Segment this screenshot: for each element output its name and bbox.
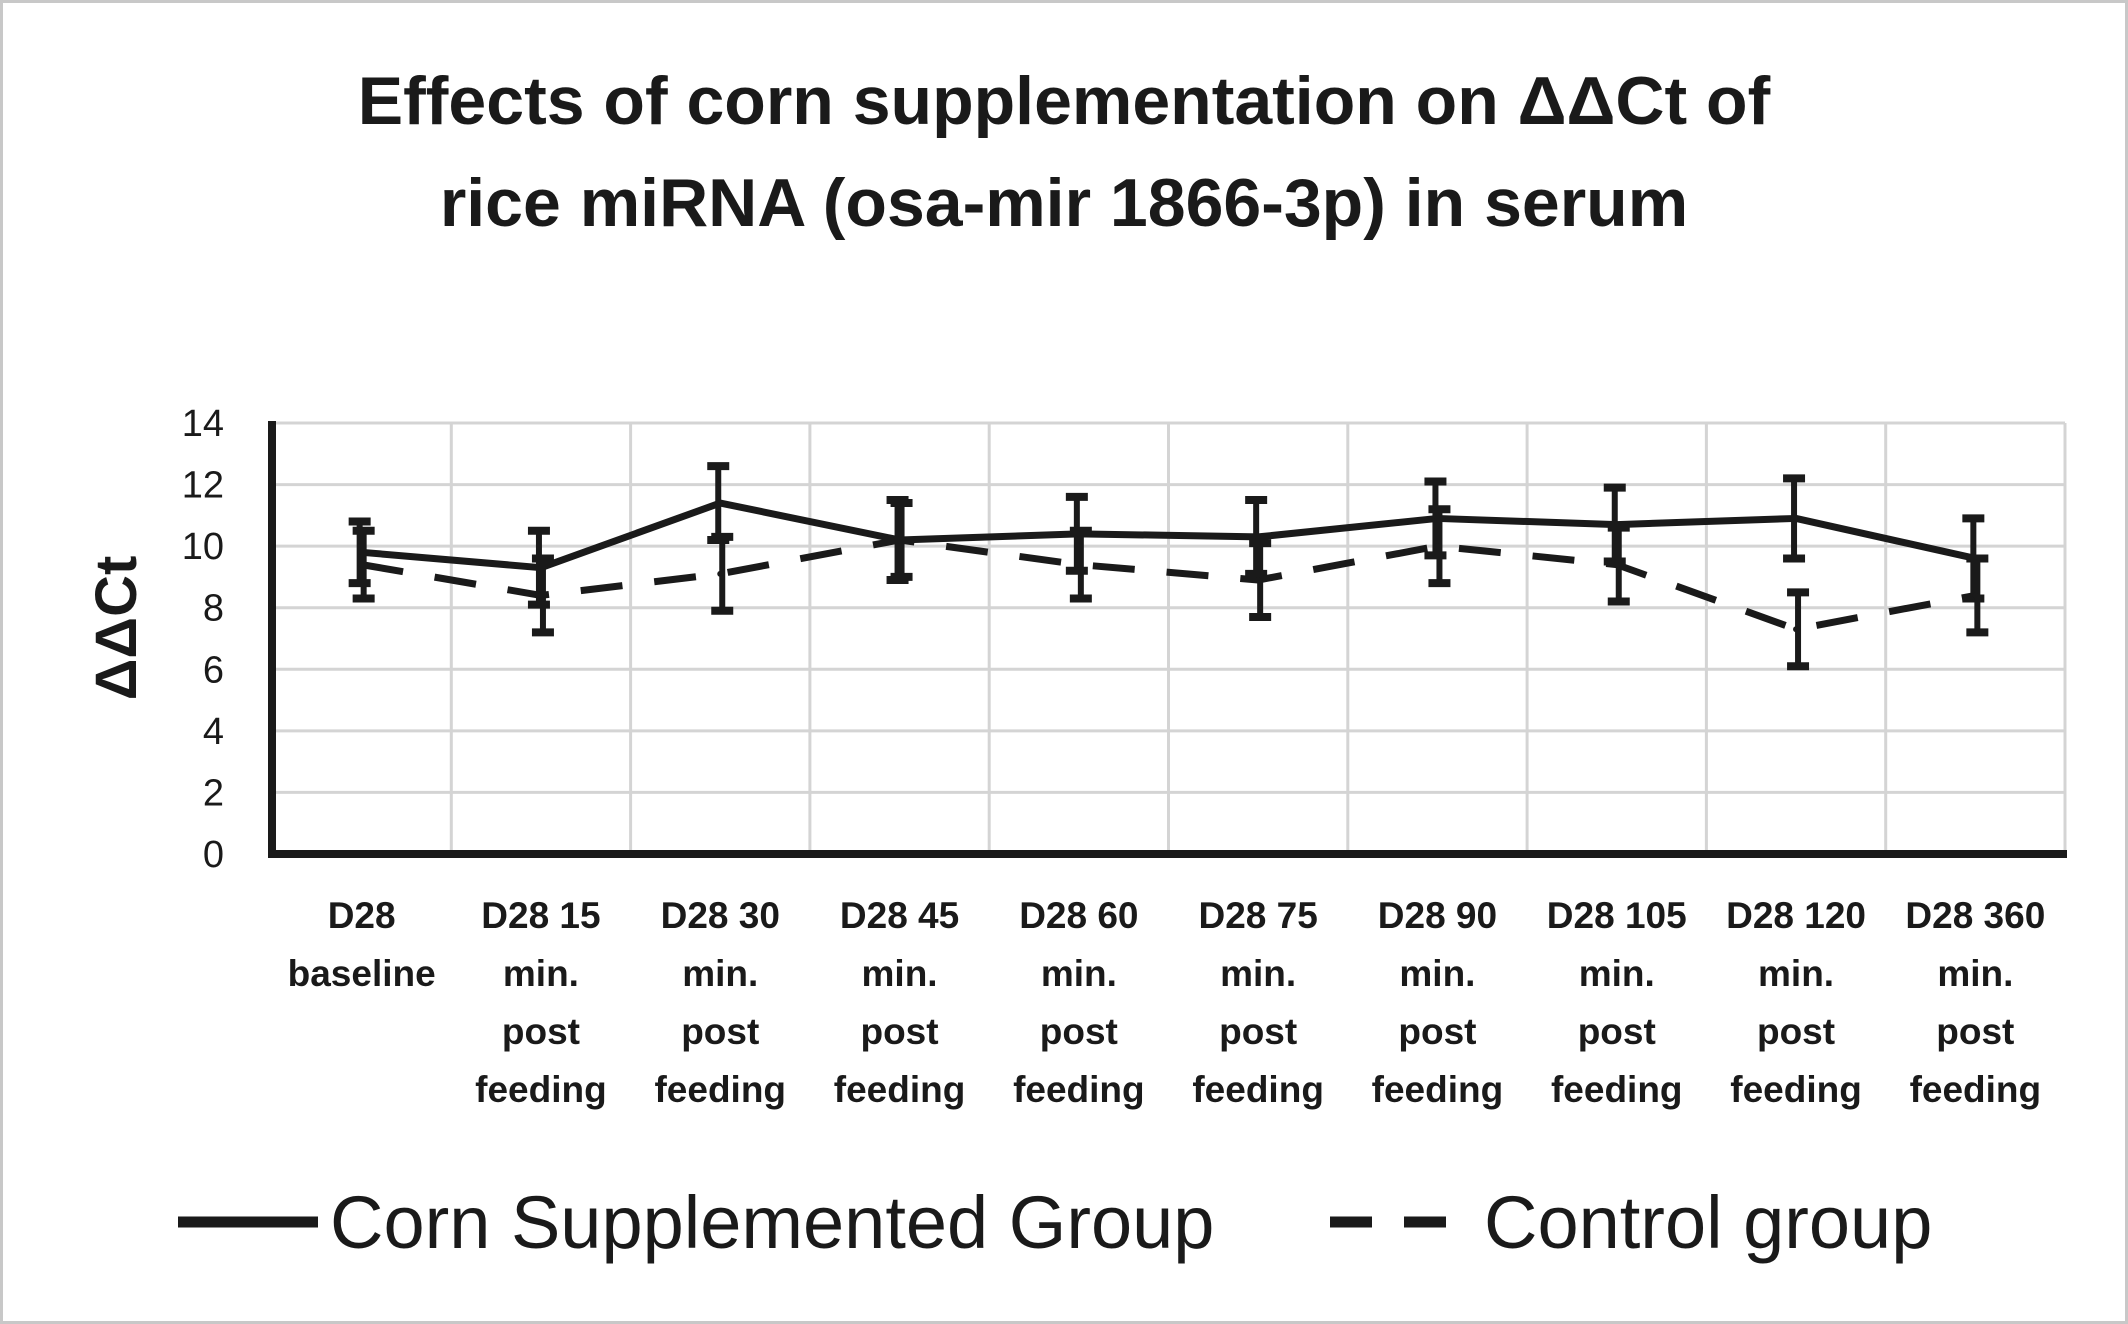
series-corn-supplemented-group: [348, 462, 1985, 609]
x-tick-label: min.: [1220, 953, 1296, 994]
x-tick-label: min.: [1758, 953, 1834, 994]
data-point: [358, 561, 365, 568]
x-tick-label: post: [1219, 1011, 1297, 1052]
data-point: [1613, 561, 1620, 568]
chart-title-line-2: rice miRNA (osa-mir 1866-3p) in serum: [440, 165, 1688, 241]
x-tick-label: min.: [1041, 953, 1117, 994]
x-tick-labels: D28 baseline D28 15 min. post feeding D28 30 mi…: [288, 895, 2046, 1110]
data-point: [1255, 533, 1262, 540]
x-tick-label: D28 45: [840, 895, 959, 936]
series-line: [361, 536, 1976, 633]
legend-label-corn-supplemented-group: Corn Supplemented Group: [330, 1181, 1214, 1264]
x-tick-label: min.: [682, 953, 758, 994]
x-tick-label: post: [1936, 1011, 2014, 1052]
data-point: [1255, 577, 1262, 584]
y-tick-label: 12: [182, 465, 224, 507]
x-tick-label: D28 360: [1905, 895, 2045, 936]
x-tick-label: D28 30: [661, 895, 780, 936]
x-tick-label: min.: [862, 953, 938, 994]
y-tick-labels: 0 2 4 6 8 10 12 14: [182, 403, 224, 876]
data-point: [896, 536, 903, 543]
y-axis-label: ΔΔCt: [84, 556, 149, 701]
chart-title-line-1: Effects of corn supplementation on ΔΔCt …: [358, 63, 1771, 139]
x-tick-label: feeding: [1551, 1069, 1683, 1110]
x-tick-label: min.: [503, 953, 579, 994]
x-tick-label: baseline: [288, 953, 436, 994]
data-point: [717, 500, 724, 507]
data-point: [1793, 515, 1800, 522]
data-point: [537, 592, 544, 599]
data-series: [348, 462, 1989, 671]
x-tick-label: post: [1040, 1011, 1118, 1052]
data-point: [717, 570, 724, 577]
x-tick-label: post: [502, 1011, 580, 1052]
x-tick-label: feeding: [475, 1069, 607, 1110]
x-tick-label: D28 75: [1198, 895, 1317, 936]
x-tick-label: post: [1398, 1011, 1476, 1052]
x-tick-label: feeding: [1013, 1069, 1145, 1110]
x-tick-label: D28 15: [481, 895, 600, 936]
x-tick-label: post: [681, 1011, 759, 1052]
x-tick-label: feeding: [1372, 1069, 1504, 1110]
series-line: [361, 499, 1977, 572]
y-tick-label: 4: [203, 711, 224, 753]
y-tick-label: 6: [203, 649, 224, 691]
y-tick-label: 0: [203, 834, 224, 876]
y-tick-label: 10: [182, 526, 224, 568]
x-tick-label: D28 120: [1726, 895, 1866, 936]
x-tick-label: D28 60: [1019, 895, 1138, 936]
x-tick-label: feeding: [654, 1069, 786, 1110]
data-point: [1434, 543, 1441, 550]
x-tick-label: feeding: [1192, 1069, 1324, 1110]
x-tick-label: D28 90: [1378, 895, 1497, 936]
data-point: [1972, 592, 1979, 599]
legend: Corn Supplemented Group Control group: [178, 1181, 1932, 1264]
x-tick-label: min.: [1579, 953, 1655, 994]
y-tick-label: 2: [203, 772, 224, 814]
x-tick-label: post: [1757, 1011, 1835, 1052]
x-tick-label: D28 105: [1547, 895, 1687, 936]
x-tick-label: feeding: [1730, 1069, 1862, 1110]
legend-label-control-group: Control group: [1484, 1181, 1932, 1264]
x-tick-label: post: [1578, 1011, 1656, 1052]
y-tick-label: 14: [182, 403, 224, 445]
gridlines: [272, 421, 2067, 854]
x-tick-label: min.: [1399, 953, 1475, 994]
series-control-group: [352, 499, 1989, 671]
data-point: [1793, 626, 1800, 633]
x-tick-label: feeding: [1910, 1069, 2042, 1110]
x-tick-label: D28: [328, 895, 396, 936]
x-tick-label: feeding: [834, 1069, 966, 1110]
data-point: [1075, 561, 1082, 568]
x-tick-label: min.: [1937, 953, 2013, 994]
x-tick-label: post: [860, 1011, 938, 1052]
axes: [268, 421, 2067, 858]
y-tick-label: 8: [203, 588, 224, 630]
